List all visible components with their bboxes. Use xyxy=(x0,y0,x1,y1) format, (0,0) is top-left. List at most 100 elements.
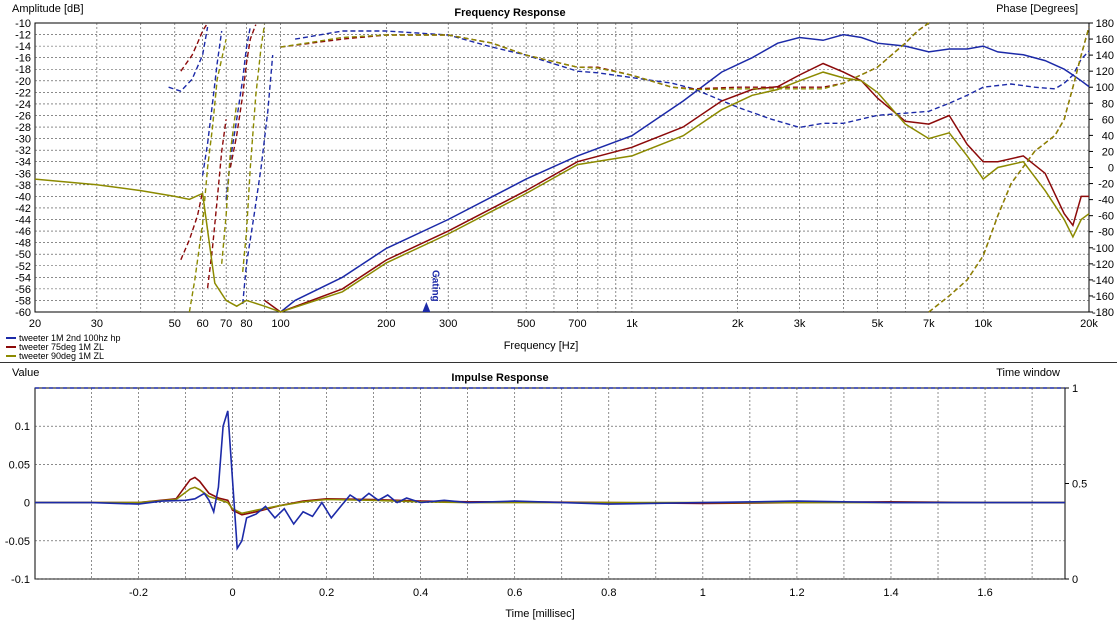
ir-series-line xyxy=(35,410,1065,551)
fr-y-tick-label: -44 xyxy=(15,215,31,227)
fr-y-tick-label: -24 xyxy=(15,99,31,111)
fr-phase-line xyxy=(229,24,257,168)
fr-phase-line xyxy=(242,24,266,272)
fr-x-tick-label: 20k xyxy=(1080,318,1098,330)
ir-x-tick-label: 0.8 xyxy=(601,587,616,599)
fr-phase-line xyxy=(221,103,238,264)
fr-x-tick-label: 1k xyxy=(626,318,638,330)
ir-value-axis-label: Value xyxy=(12,367,39,379)
fr-phase-tick-label: -40 xyxy=(1098,195,1114,207)
ir-x-tick-label: -0.2 xyxy=(129,587,148,599)
legend-entry: tweeter 90deg 1M ZL xyxy=(19,351,104,361)
fr-phase-tick-label: -140 xyxy=(1092,275,1114,287)
fr-phase-line xyxy=(206,119,227,288)
fr-y-tick-label: -52 xyxy=(15,261,31,273)
fr-phase-tick-label: -80 xyxy=(1098,227,1114,239)
ir-x-tick-label: 1.2 xyxy=(789,587,804,599)
fr-x-tick-label: 7k xyxy=(923,318,935,330)
ir-plot-area xyxy=(34,387,1066,580)
fr-y-tick-label: -32 xyxy=(15,145,31,157)
fr-y-tick-label: -40 xyxy=(15,191,31,203)
fr-x-tick-label: 2k xyxy=(732,318,744,330)
ir-x-tick-label: 1.6 xyxy=(977,587,992,599)
fr-y-tick-label: -48 xyxy=(15,238,31,250)
fr-y-tick-label: -10 xyxy=(15,18,31,30)
fr-x-tick-label: 70 xyxy=(220,318,232,330)
ir-y-tick-label: 0.05 xyxy=(9,459,30,471)
fr-y-tick-label: -42 xyxy=(15,203,31,215)
fr-y-tick-label: -36 xyxy=(15,168,31,180)
fr-phase-line xyxy=(280,22,930,91)
fr-phase-tick-label: 120 xyxy=(1096,66,1114,78)
fr-y-tick-label: -22 xyxy=(15,87,31,99)
fr-phase-axis-label: Phase [Degrees] xyxy=(996,3,1078,15)
fr-x-tick-label: 60 xyxy=(197,318,209,330)
fr-x-axis-label: Frequency [Hz] xyxy=(504,340,579,352)
fr-x-tick-label: 100 xyxy=(271,318,289,330)
ir-y-tick-label: -0.1 xyxy=(11,574,30,586)
fr-y-tick-label: -14 xyxy=(15,41,31,53)
fr-amplitude-axis-label: Amplitude [dB] xyxy=(12,3,84,15)
fr-y-tick-label: -50 xyxy=(15,249,31,261)
fr-x-tick-label: 30 xyxy=(91,318,103,330)
fr-phase-tick-label: 60 xyxy=(1102,114,1114,126)
ir-window-tick-label: 1 xyxy=(1072,383,1078,395)
ir-y-tick-label: -0.05 xyxy=(5,536,30,548)
ir-x-tick-label: 0.2 xyxy=(319,587,334,599)
fr-x-tick-label: 80 xyxy=(240,318,252,330)
ir-x-tick-label: 1 xyxy=(700,587,706,599)
fr-phase-tick-label: -160 xyxy=(1092,291,1114,303)
fr-phase-tick-label: 140 xyxy=(1096,50,1114,62)
legend-entry: tweeter 1M 2nd 100hz hp xyxy=(19,333,121,343)
fr-y-tick-label: -20 xyxy=(15,76,31,88)
fr-x-tick-label: 5k xyxy=(872,318,884,330)
fr-phase-tick-label: 160 xyxy=(1096,34,1114,46)
fr-phase-line xyxy=(242,55,274,305)
fr-phase-tick-label: -20 xyxy=(1098,179,1114,191)
fr-chart-title: Frequency Response xyxy=(454,7,565,19)
fr-y-tick-label: -56 xyxy=(15,284,31,296)
ir-y-tick-label: 0.1 xyxy=(15,421,30,433)
fr-phase-tick-label: 0 xyxy=(1108,163,1114,175)
fr-x-tick-label: 3k xyxy=(794,318,806,330)
fr-phase-tick-label: -120 xyxy=(1092,259,1114,271)
fr-phase-tick-label: 80 xyxy=(1102,98,1114,110)
fr-x-tick-label: 500 xyxy=(517,318,535,330)
ir-x-tick-label: 0.6 xyxy=(507,587,522,599)
fr-phase-tick-label: 20 xyxy=(1102,146,1114,158)
fr-y-tick-label: -60 xyxy=(15,307,31,319)
ir-window-tick-label: 0.5 xyxy=(1072,479,1087,491)
fr-phase-tick-label: -180 xyxy=(1092,307,1114,319)
fr-magnitude-line xyxy=(264,62,1089,313)
ir-x-axis-label: Time [millisec] xyxy=(505,608,574,620)
fr-x-tick-label: 10k xyxy=(974,318,992,330)
fr-x-tick-label: 20 xyxy=(29,318,41,330)
fr-x-tick-label: 700 xyxy=(568,318,586,330)
fr-x-tick-label: 200 xyxy=(377,318,395,330)
gating-marker-label: Gating xyxy=(429,270,440,302)
fr-y-tick-label: -38 xyxy=(15,180,31,192)
gating-marker xyxy=(422,302,431,312)
fr-y-tick-label: -26 xyxy=(15,110,31,122)
fr-phase-line xyxy=(188,38,227,313)
fr-y-tick-label: -34 xyxy=(15,157,31,169)
frequency-response-chart: -10-12-14-16-18-20-22-24-26-28-30-32-34-… xyxy=(6,3,1114,361)
fr-phase-tick-label: 40 xyxy=(1102,130,1114,142)
fr-phase-line xyxy=(928,26,1090,313)
fr-phase-tick-label: 180 xyxy=(1096,18,1114,30)
fr-y-tick-label: -16 xyxy=(15,53,31,65)
fr-y-tick-label: -12 xyxy=(15,30,31,42)
fr-phase-tick-label: -60 xyxy=(1098,211,1114,223)
fr-y-tick-label: -46 xyxy=(15,226,31,238)
fr-y-tick-label: -18 xyxy=(15,64,31,76)
legend-entry: tweeter 75deg 1M ZL xyxy=(19,342,104,352)
fr-y-tick-label: -28 xyxy=(15,122,31,134)
impulse-response-chart: 0.1 0.05 0 -0.05 -0.1 1 0.5 0 -0.2 0 0.2 0.4 0.6 0.8 1… xyxy=(5,367,1087,620)
fr-phase-tick-label: 100 xyxy=(1096,82,1114,94)
fr-phase-line xyxy=(180,191,204,261)
fr-magnitude-line xyxy=(280,33,1090,313)
ir-chart-title: Impulse Response xyxy=(451,372,548,384)
fr-phase-tick-label: -100 xyxy=(1092,243,1114,255)
